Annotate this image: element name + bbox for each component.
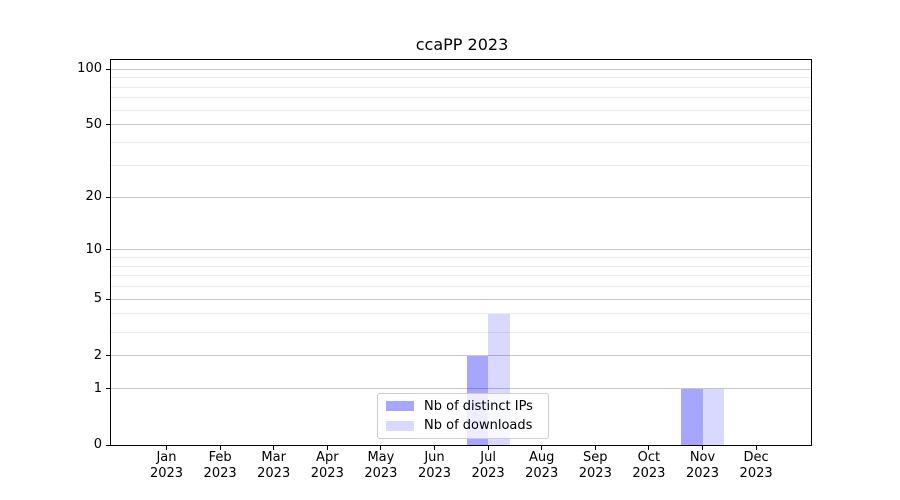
x-tick-month: Feb bbox=[208, 450, 232, 465]
gridline-minor bbox=[111, 331, 811, 333]
legend-label-distinct-ips: Nb of distinct IPs bbox=[424, 398, 533, 414]
y-tick-label: 0 bbox=[93, 437, 102, 452]
x-tick-month: Oct bbox=[637, 450, 661, 465]
y-tick-label: 10 bbox=[85, 241, 102, 257]
x-tick bbox=[648, 446, 650, 450]
gridline-major bbox=[111, 196, 811, 198]
y-tick-label: 20 bbox=[85, 189, 102, 205]
x-tick-month: Jun bbox=[424, 450, 445, 465]
y-tick bbox=[106, 249, 110, 251]
y-tick bbox=[106, 388, 110, 390]
x-tick-month: Dec bbox=[743, 450, 769, 465]
y-tick bbox=[106, 298, 110, 300]
x-tick-year: 2023 bbox=[149, 466, 184, 481]
x-tick-label: Sep 2023 bbox=[563, 450, 627, 482]
gridline-major bbox=[111, 249, 811, 251]
gridline-minor bbox=[111, 313, 811, 315]
x-tick-month: Sep bbox=[583, 450, 608, 465]
bar-downloads bbox=[702, 388, 724, 445]
legend-entry-downloads: Nb of downloads bbox=[378, 418, 548, 433]
x-tick bbox=[755, 446, 757, 450]
x-tick-month: Mar bbox=[261, 450, 286, 465]
y-tick bbox=[106, 355, 110, 357]
x-tick-label: Jan 2023 bbox=[135, 450, 199, 482]
gridline-minor bbox=[111, 77, 811, 79]
x-tick-label: Feb 2023 bbox=[188, 450, 252, 482]
x-tick-year: 2023 bbox=[525, 466, 559, 481]
x-tick bbox=[434, 446, 435, 450]
gridline-minor bbox=[111, 265, 811, 267]
x-tick-label: Mar 2023 bbox=[242, 450, 306, 482]
gridline-minor bbox=[111, 97, 811, 99]
y-tick-label: 100 bbox=[77, 61, 102, 77]
x-tick-month: Nov bbox=[689, 450, 716, 465]
plot-area bbox=[110, 59, 812, 446]
gridline-minor bbox=[111, 109, 811, 111]
x-tick-year: 2023 bbox=[257, 466, 291, 481]
x-tick-month: Apr bbox=[316, 450, 339, 465]
x-tick-month: Jan bbox=[156, 450, 177, 465]
gridline-major bbox=[111, 355, 811, 357]
x-tick-year: 2023 bbox=[471, 466, 505, 481]
y-tick bbox=[106, 124, 110, 126]
chart-title: ccaPP 2023 bbox=[415, 35, 509, 54]
y-tick bbox=[106, 444, 110, 446]
x-tick bbox=[487, 446, 489, 450]
legend: Nb of distinct IPs Nb of downloads bbox=[377, 393, 549, 439]
gridline-major bbox=[111, 388, 811, 390]
x-tick-year: 2023 bbox=[310, 466, 344, 481]
gridline-major bbox=[111, 298, 811, 300]
legend-swatch-downloads-icon bbox=[386, 420, 414, 431]
x-tick bbox=[594, 446, 596, 450]
x-tick bbox=[219, 446, 221, 450]
gridline-minor bbox=[111, 164, 811, 166]
y-tick bbox=[106, 68, 110, 70]
x-tick-year: 2023 bbox=[685, 466, 720, 481]
x-tick-label: Dec 2023 bbox=[724, 450, 788, 482]
gridline-minor bbox=[111, 86, 811, 88]
x-tick bbox=[541, 446, 543, 450]
x-tick-year: 2023 bbox=[632, 466, 666, 481]
x-tick-label: Nov 2023 bbox=[671, 450, 735, 482]
x-tick-label: Apr 2023 bbox=[295, 450, 359, 482]
x-tick-year: 2023 bbox=[364, 466, 398, 481]
x-tick bbox=[166, 446, 167, 450]
x-tick bbox=[326, 446, 328, 450]
y-tick-label: 1 bbox=[93, 380, 102, 396]
gridline-minor bbox=[111, 275, 811, 277]
y-tick bbox=[106, 196, 110, 198]
x-tick-label: Jun 2023 bbox=[403, 450, 467, 482]
x-tick-label: Jul 2023 bbox=[456, 450, 520, 482]
bar-distinct-ips bbox=[681, 388, 703, 445]
x-tick-label: May 2023 bbox=[349, 450, 413, 482]
x-tick-year: 2023 bbox=[578, 466, 612, 481]
x-tick-label: Aug 2023 bbox=[510, 450, 574, 482]
x-tick-label: Oct 2023 bbox=[617, 450, 681, 482]
legend-label-downloads: Nb of downloads bbox=[424, 418, 533, 434]
y-tick-label: 2 bbox=[93, 347, 102, 363]
y-tick-label: 50 bbox=[85, 116, 102, 132]
x-tick bbox=[702, 446, 703, 450]
gridline-major bbox=[111, 68, 811, 70]
y-tick-label: 5 bbox=[93, 291, 102, 307]
x-tick bbox=[273, 446, 275, 450]
x-tick-year: 2023 bbox=[739, 466, 773, 481]
gridline-major bbox=[111, 124, 811, 126]
legend-entry-distinct-ips: Nb of distinct IPs bbox=[378, 399, 548, 414]
x-tick-month: Jul bbox=[480, 450, 496, 465]
x-tick-year: 2023 bbox=[203, 466, 237, 481]
x-tick-month: May bbox=[367, 450, 395, 465]
gridline-minor bbox=[111, 142, 811, 144]
legend-swatch-distinct-ips-icon bbox=[386, 401, 414, 412]
gridline-minor bbox=[111, 286, 811, 288]
x-tick-month: Aug bbox=[528, 450, 555, 465]
x-tick-year: 2023 bbox=[417, 466, 452, 481]
gridline-minor bbox=[111, 256, 811, 258]
x-tick bbox=[380, 446, 382, 450]
